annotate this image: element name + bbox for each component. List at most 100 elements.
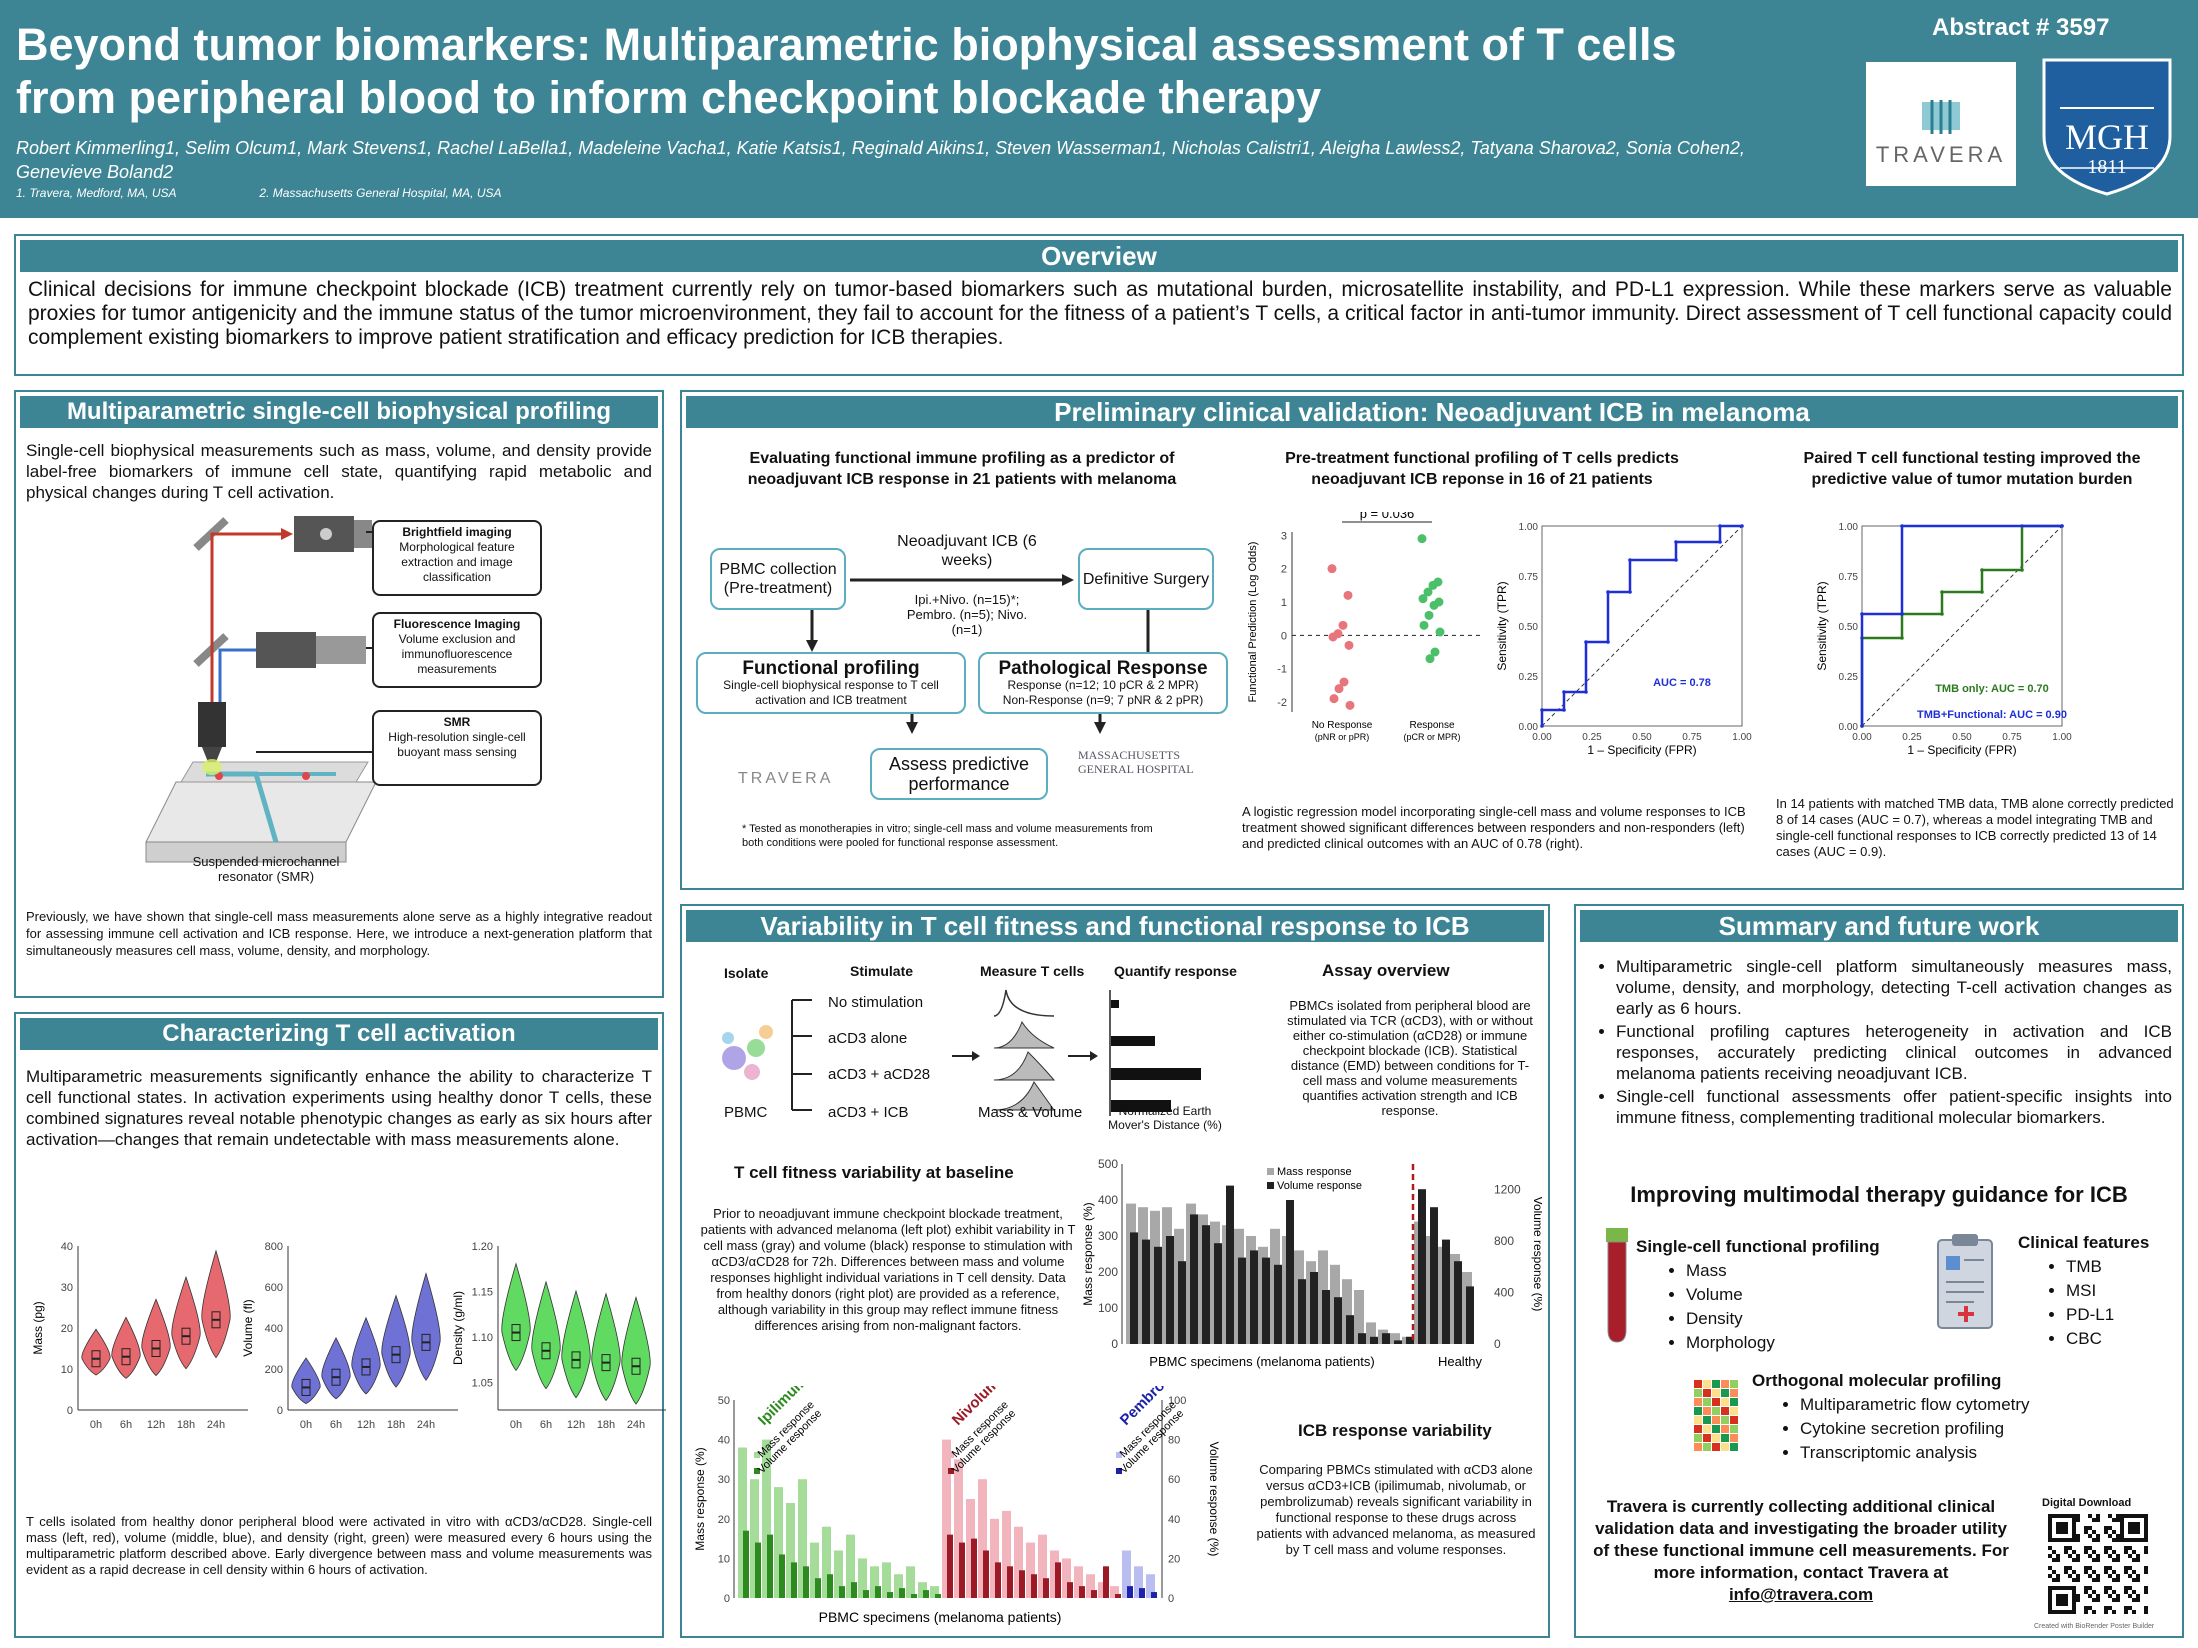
- roc-point: [1562, 708, 1566, 712]
- volume-bar: [1178, 1261, 1186, 1344]
- qr-module: [2132, 1538, 2136, 1542]
- qr-code[interactable]: [2046, 1512, 2150, 1616]
- y2-tick-label: 60: [1168, 1474, 1180, 1486]
- qr-module: [2136, 1554, 2140, 1558]
- violin: [81, 1328, 111, 1376]
- legend-volume-swatch: [948, 1468, 954, 1474]
- volume-bar: [1166, 1236, 1174, 1344]
- roc-point: [1900, 524, 1904, 528]
- volume-bar: [947, 1534, 953, 1598]
- volume-bar: [887, 1592, 893, 1598]
- summary-heading: Summary and future work: [1580, 910, 2178, 942]
- y-tick-label: 30: [61, 1282, 73, 1294]
- qr-module: [2072, 1518, 2076, 1522]
- qr-module: [2104, 1530, 2108, 1534]
- y-tick-label: 200: [265, 1364, 283, 1376]
- activation-section: Characterizing T cell activation Multipa…: [14, 1012, 666, 1638]
- qr-module: [2144, 1546, 2148, 1550]
- qr-module: [2096, 1578, 2100, 1582]
- scatter-point: [1428, 580, 1438, 590]
- y-tick-label: 10: [61, 1364, 73, 1376]
- qr-module: [2072, 1590, 2076, 1594]
- qr-module: [2052, 1538, 2056, 1542]
- qr-module: [2112, 1598, 2116, 1602]
- qr-module: [2128, 1554, 2132, 1558]
- y-tick-label: 600: [265, 1282, 283, 1294]
- volume-bar: [1238, 1257, 1246, 1344]
- smr-caption: Suspended microchannel resonator (SMR): [192, 854, 340, 884]
- mass-bar: [774, 1487, 783, 1598]
- qr-module: [2144, 1590, 2148, 1594]
- qr-module: [2048, 1538, 2052, 1542]
- heatmap-cell: [1721, 1416, 1729, 1424]
- qr-module: [2136, 1526, 2140, 1530]
- heatmap-cell: [1703, 1416, 1711, 1424]
- qr-module: [2144, 1570, 2148, 1574]
- x-tick-label: 0.25: [1582, 732, 1602, 743]
- volume-bar: [1442, 1239, 1450, 1344]
- volume-bar: [1019, 1570, 1025, 1598]
- qr-module: [2068, 1610, 2072, 1614]
- heatmap-cell: [1694, 1389, 1702, 1397]
- qr-module: [2104, 1606, 2108, 1610]
- heatmap-cell: [1712, 1389, 1720, 1397]
- heatmap-cell: [1721, 1407, 1729, 1415]
- qr-module: [2048, 1586, 2052, 1590]
- qr-module: [2056, 1586, 2060, 1590]
- qr-module: [2064, 1610, 2068, 1614]
- qr-module: [2128, 1574, 2132, 1578]
- qr-module: [2144, 1522, 2148, 1526]
- diagonal: [1541, 525, 1743, 727]
- qr-module: [2132, 1550, 2136, 1554]
- qr-module: [2108, 1606, 2112, 1610]
- heatmap-cell: [1730, 1425, 1738, 1433]
- volume-bar: [1031, 1574, 1037, 1598]
- qr-module: [2072, 1514, 2076, 1518]
- heatmap-icon: [1694, 1380, 1738, 1451]
- qr-module: [2132, 1514, 2136, 1518]
- qr-module: [2056, 1594, 2060, 1598]
- y-tick-label: 0.50: [1519, 622, 1539, 633]
- volume-bar: [791, 1562, 797, 1598]
- auc-label: AUC = 0.78: [1653, 677, 1711, 689]
- qr-module: [2136, 1598, 2140, 1602]
- mass-bar: [1122, 1550, 1131, 1598]
- mass-bar: [798, 1479, 807, 1598]
- qr-module: [2108, 1554, 2112, 1558]
- qr-module: [2116, 1518, 2120, 1522]
- volume-bar: [1154, 1246, 1162, 1344]
- contact-email-link[interactable]: info@travera.com: [1728, 1585, 1874, 1604]
- qr-module: [2116, 1514, 2120, 1518]
- summary-bullets: Multiparametric single-cell platform sim…: [1590, 956, 2172, 1130]
- qr-module: [2128, 1522, 2132, 1526]
- mgh-shield-icon: [2042, 58, 2172, 196]
- y-tick-label: 800: [265, 1241, 283, 1253]
- qr-module: [2076, 1574, 2080, 1578]
- qr-module: [2112, 1610, 2116, 1614]
- qr-module: [2136, 1514, 2140, 1518]
- qr-module: [2096, 1538, 2100, 1542]
- scatter-point: [1328, 632, 1338, 642]
- volume-bar: [899, 1588, 905, 1598]
- qr-module: [2056, 1522, 2060, 1526]
- y2-tick-label: 800: [1494, 1234, 1514, 1248]
- roc-point: [1674, 540, 1678, 544]
- x-tick-label: 18h: [387, 1419, 405, 1431]
- y2-tick-label: 1200: [1494, 1183, 1521, 1197]
- mass-bar: [1134, 1566, 1143, 1598]
- qr-module: [2112, 1518, 2116, 1522]
- qr-module: [2124, 1550, 2128, 1554]
- mass-bar: [750, 1479, 759, 1598]
- drug-list: Ipi.+Nivo. (n=15)*; Pembro. (n=5); Nivo.…: [906, 592, 1028, 637]
- qr-module: [2056, 1526, 2060, 1530]
- scatter-point: [1430, 647, 1440, 657]
- heatmap-cell: [1730, 1398, 1738, 1406]
- scatter-point: [1419, 620, 1429, 630]
- qr-module: [2144, 1514, 2148, 1518]
- qr-module: [2064, 1522, 2068, 1526]
- roc-point: [1860, 724, 1864, 728]
- volume-bar: [1214, 1243, 1222, 1344]
- qr-module: [2116, 1538, 2120, 1542]
- qr-module: [2076, 1514, 2080, 1518]
- qr-module: [2096, 1574, 2100, 1578]
